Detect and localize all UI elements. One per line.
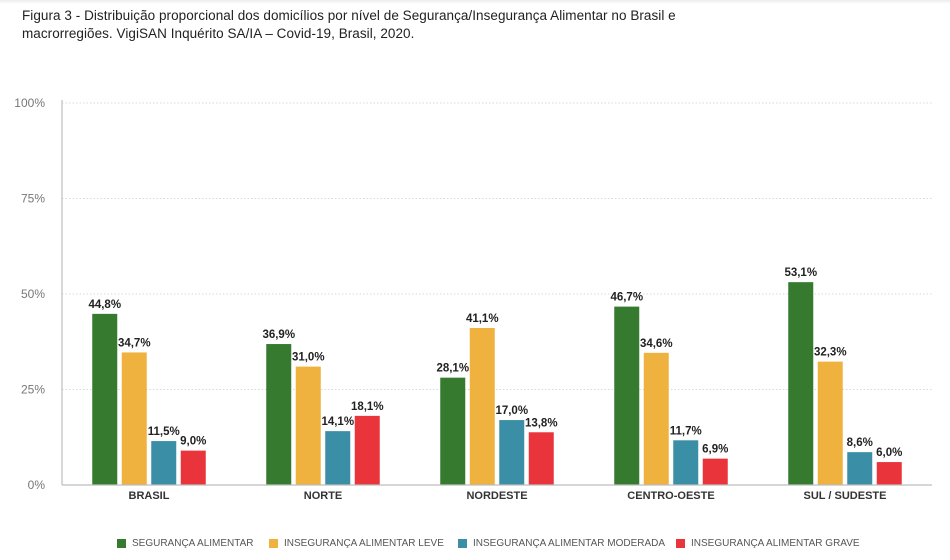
legend-item: INSEGURANÇA ALIMENTAR GRAVE xyxy=(676,538,860,549)
bar xyxy=(817,361,843,485)
bar xyxy=(788,282,814,485)
data-label: 13,8% xyxy=(525,417,558,429)
category-label: CENTRO-OESTE xyxy=(627,490,714,502)
bar xyxy=(325,431,351,485)
data-label: 44,8% xyxy=(88,299,121,311)
y-tick-label: 50% xyxy=(21,287,45,301)
data-label: 17,0% xyxy=(495,405,528,417)
bar xyxy=(354,415,380,485)
bar xyxy=(151,441,177,485)
legend-label: SEGURANÇA ALIMENTAR xyxy=(132,538,254,549)
bar xyxy=(614,306,640,485)
bar xyxy=(702,458,728,485)
category-label: BRASIL xyxy=(129,490,170,502)
top-shadow xyxy=(0,0,950,4)
bar xyxy=(121,352,147,485)
legend-item: INSEGURANÇA ALIMENTAR LEVE xyxy=(269,538,444,549)
bar xyxy=(266,344,292,485)
legend-item: SEGURANÇA ALIMENTAR xyxy=(117,538,254,549)
legend-label: INSEGURANÇA ALIMENTAR MODERADA xyxy=(473,538,666,549)
legend-label: INSEGURANÇA ALIMENTAR GRAVE xyxy=(691,538,860,549)
data-label: 31,0% xyxy=(292,352,325,364)
bar xyxy=(92,313,118,485)
legend: SEGURANÇA ALIMENTAR INSEGURANÇA ALIMENTAR… xyxy=(0,538,950,552)
legend-swatch xyxy=(458,539,467,548)
data-label: 34,7% xyxy=(118,337,151,349)
data-label: 34,6% xyxy=(640,338,673,350)
category-label: SUL / SUDESTE xyxy=(804,490,887,502)
bar xyxy=(876,462,902,485)
data-label: 41,1% xyxy=(466,313,499,325)
category-label: NORDESTE xyxy=(466,490,527,502)
data-label: 46,7% xyxy=(610,292,643,304)
category-label: NORTE xyxy=(304,490,343,502)
bar xyxy=(528,432,554,485)
data-label: 6,9% xyxy=(702,444,728,456)
data-label: 6,0% xyxy=(876,447,902,459)
figure-title-line-2: macrorregiões. VigiSAN Inquérito SA/IA –… xyxy=(22,26,415,41)
bar xyxy=(499,420,525,485)
data-label: 53,1% xyxy=(784,267,817,279)
bar xyxy=(180,450,206,485)
data-label: 8,6% xyxy=(847,437,873,449)
legend-label: INSEGURANÇA ALIMENTAR LEVE xyxy=(284,538,444,549)
bar xyxy=(295,366,321,485)
bar-chart: 0% 25% 50% 75% 100% 44,8% 34,7% 11,5%9,0% 36,9%… xyxy=(14,96,932,502)
figure-title-line-1: Figura 3 - Distribuição proporcional dos… xyxy=(22,8,676,23)
data-label: 18,1% xyxy=(351,401,384,413)
data-label: 32,3% xyxy=(814,347,847,359)
data-label: 36,9% xyxy=(262,329,295,341)
category-labels: BRASIL NORTE NORDESTE CENTRO-OESTE SUL / SUD… xyxy=(129,490,887,502)
data-label: 14,1% xyxy=(321,416,354,428)
legend-swatch xyxy=(676,539,685,548)
data-label: 11,5% xyxy=(148,426,180,438)
bar xyxy=(673,440,699,485)
bar xyxy=(440,377,466,485)
bar xyxy=(643,352,669,485)
y-axis-ticks: 0% 25% 50% 75% 100% xyxy=(14,96,45,492)
data-label: 11,7% xyxy=(670,425,702,437)
data-label: 9,0% xyxy=(180,436,206,448)
y-tick-label: 100% xyxy=(14,96,45,110)
legend-swatch xyxy=(117,539,126,548)
data-label: 28,1% xyxy=(436,363,469,375)
legend-swatch xyxy=(269,539,278,548)
data-labels: 44,8% 34,7% 11,5%9,0% 36,9% 31,0% 14,1% 18,1% 2… xyxy=(88,267,902,459)
y-tick-label: 25% xyxy=(21,383,45,397)
bar xyxy=(847,452,873,485)
bars xyxy=(92,282,902,485)
gridlines xyxy=(62,102,932,390)
y-tick-label: 75% xyxy=(21,192,45,206)
bar xyxy=(469,327,495,485)
y-tick-label: 0% xyxy=(28,478,46,492)
legend-item: INSEGURANÇA ALIMENTAR MODERADA xyxy=(458,538,665,549)
